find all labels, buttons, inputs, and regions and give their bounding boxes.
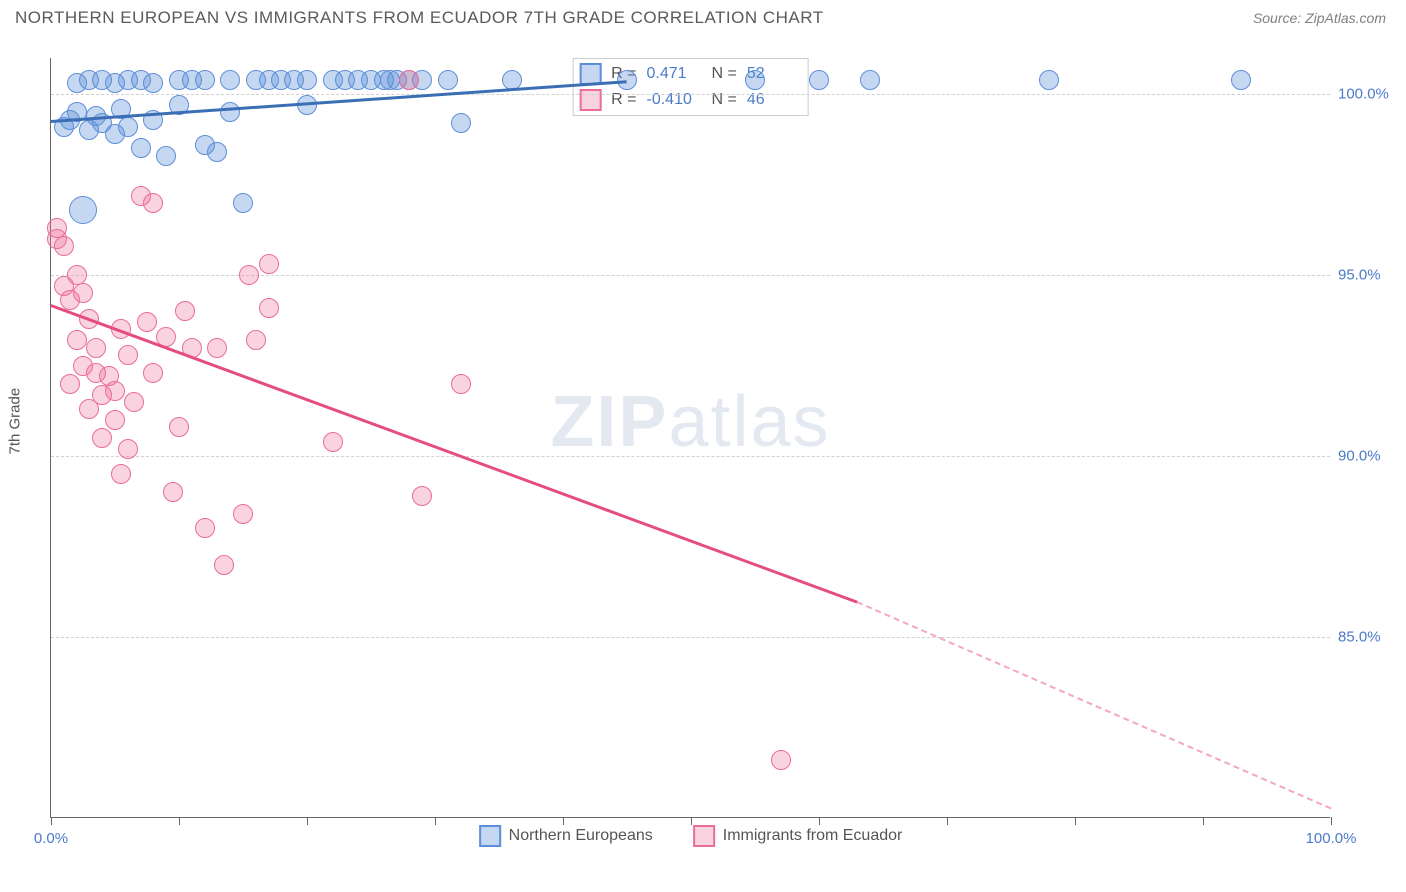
scatter-point: [220, 102, 240, 122]
scatter-point: [67, 330, 87, 350]
scatter-point: [118, 117, 138, 137]
scatter-point: [438, 70, 458, 90]
scatter-point: [220, 70, 240, 90]
legend-swatch: [693, 825, 715, 847]
x-tick: [1331, 817, 1332, 825]
scatter-point: [175, 301, 195, 321]
source-label: Source: ZipAtlas.com: [1253, 10, 1386, 26]
scatter-point: [67, 265, 87, 285]
scatter-point: [143, 193, 163, 213]
x-tick: [51, 817, 52, 825]
stats-legend-box: R =0.471N =52R =-0.410N =46: [572, 58, 809, 116]
scatter-point: [118, 439, 138, 459]
legend-swatch: [579, 89, 601, 111]
scatter-point: [323, 432, 343, 452]
scatter-point: [143, 363, 163, 383]
scatter-point: [105, 381, 125, 401]
y-axis-label: 7th Grade: [7, 388, 24, 455]
scatter-point: [451, 374, 471, 394]
plot-area: ZIPatlas R =0.471N =52R =-0.410N =46 Nor…: [50, 58, 1330, 818]
legend-item: Immigrants from Ecuador: [693, 825, 903, 847]
scatter-point: [195, 518, 215, 538]
scatter-point: [131, 138, 151, 158]
x-tick: [1203, 817, 1204, 825]
watermark: ZIPatlas: [550, 381, 830, 463]
legend-item: Northern Europeans: [479, 825, 653, 847]
scatter-point: [118, 345, 138, 365]
gridline-h: [51, 456, 1330, 457]
scatter-point: [124, 392, 144, 412]
legend-swatch: [479, 825, 501, 847]
scatter-point: [105, 410, 125, 430]
x-tick: [819, 817, 820, 825]
scatter-point: [233, 193, 253, 213]
scatter-point: [809, 70, 829, 90]
gridline-h: [51, 637, 1330, 638]
scatter-point: [73, 283, 93, 303]
scatter-point: [143, 73, 163, 93]
trend-line: [51, 304, 858, 603]
scatter-point: [207, 338, 227, 358]
scatter-point: [111, 464, 131, 484]
scatter-point: [195, 70, 215, 90]
y-tick-label: 90.0%: [1338, 448, 1406, 465]
x-tick: [563, 817, 564, 825]
scatter-point: [860, 70, 880, 90]
bottom-legend: Northern Europeans Immigrants from Ecuado…: [479, 825, 903, 847]
legend-label: Immigrants from Ecuador: [723, 827, 903, 845]
stats-row: R =-0.410N =46: [579, 87, 802, 113]
r-value: 0.471: [647, 65, 702, 83]
scatter-point: [92, 428, 112, 448]
scatter-point: [156, 146, 176, 166]
scatter-point: [233, 504, 253, 524]
scatter-point: [1231, 70, 1251, 90]
y-tick-label: 95.0%: [1338, 267, 1406, 284]
x-tick: [691, 817, 692, 825]
x-tick: [179, 817, 180, 825]
scatter-point: [246, 330, 266, 350]
scatter-point: [60, 374, 80, 394]
scatter-point: [137, 312, 157, 332]
legend-label: Northern Europeans: [509, 827, 653, 845]
scatter-point: [239, 265, 259, 285]
trend-line-dashed: [857, 601, 1331, 809]
scatter-point: [86, 338, 106, 358]
scatter-point: [297, 70, 317, 90]
chart-title: NORTHERN EUROPEAN VS IMMIGRANTS FROM ECU…: [15, 8, 824, 28]
y-tick-label: 100.0%: [1338, 86, 1406, 103]
scatter-point: [1039, 70, 1059, 90]
scatter-point: [207, 142, 227, 162]
scatter-point: [259, 254, 279, 274]
scatter-point: [163, 482, 183, 502]
scatter-point: [412, 486, 432, 506]
scatter-point: [259, 298, 279, 318]
gridline-h: [51, 94, 1330, 95]
scatter-point: [214, 555, 234, 575]
x-tick-label: 0.0%: [34, 830, 68, 847]
x-tick: [1075, 817, 1076, 825]
scatter-point: [399, 70, 419, 90]
x-tick: [947, 817, 948, 825]
x-tick-label: 100.0%: [1306, 830, 1357, 847]
y-tick-label: 85.0%: [1338, 629, 1406, 646]
scatter-point: [771, 750, 791, 770]
scatter-point: [169, 417, 189, 437]
n-label: N =: [712, 65, 737, 83]
scatter-point: [54, 236, 74, 256]
scatter-point: [451, 113, 471, 133]
x-tick: [307, 817, 308, 825]
x-tick: [435, 817, 436, 825]
scatter-point: [69, 196, 97, 224]
scatter-point: [745, 70, 765, 90]
